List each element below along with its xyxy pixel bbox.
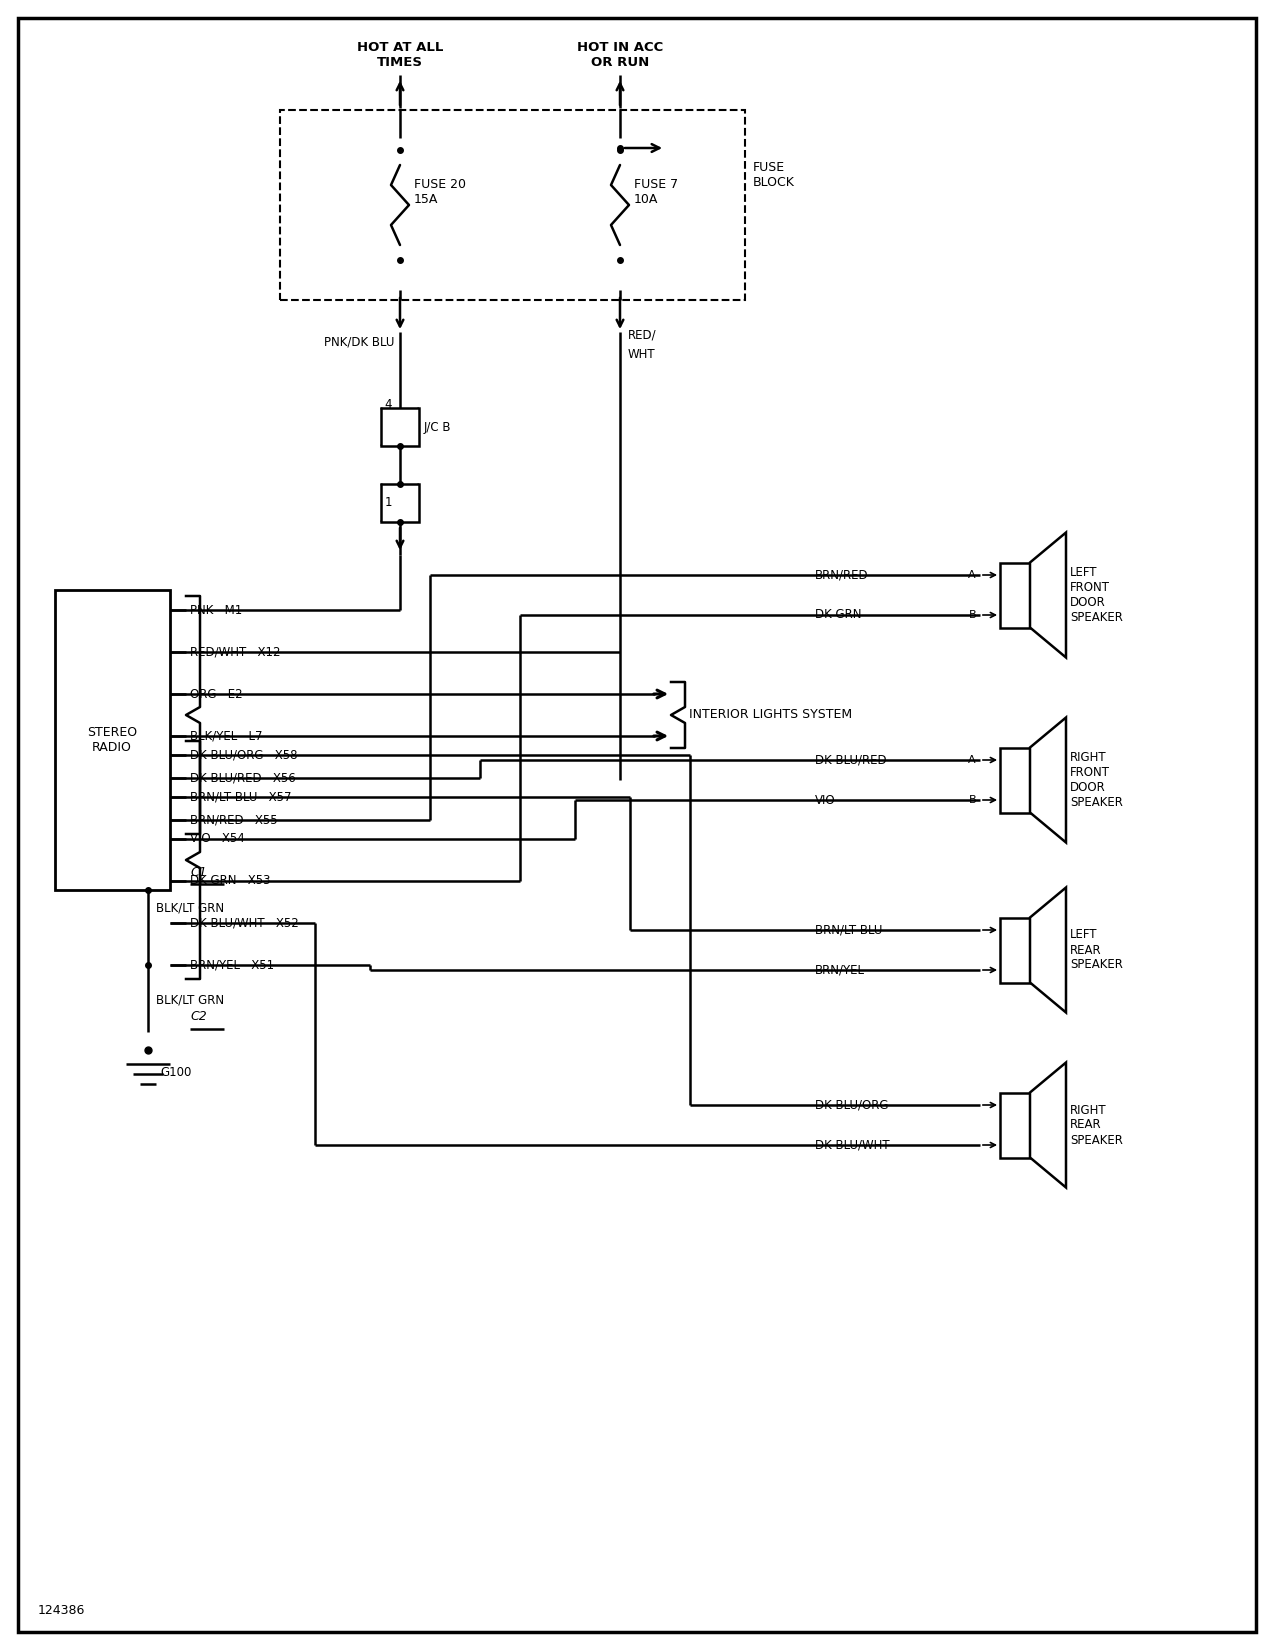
Text: DK BLU/RED   X56: DK BLU/RED X56	[190, 772, 296, 784]
Text: 4: 4	[385, 399, 391, 411]
Text: PNK   M1: PNK M1	[190, 604, 242, 617]
Bar	[1000, 747, 1030, 812]
Text: BLK/LT GRN: BLK/LT GRN	[156, 901, 224, 914]
Text: RED/: RED/	[629, 328, 657, 342]
Text: RIGHT
REAR
SPEAKER: RIGHT REAR SPEAKER	[1070, 1104, 1123, 1147]
Polygon shape	[1030, 1063, 1066, 1188]
Text: J/C B: J/C B	[425, 421, 451, 434]
Text: BRN/LT BLU: BRN/LT BLU	[815, 924, 882, 937]
Text: LEFT
REAR
SPEAKER: LEFT REAR SPEAKER	[1070, 929, 1123, 972]
Text: STEREO
RADIO: STEREO RADIO	[87, 726, 138, 754]
Text: BRN/LT BLU   X57: BRN/LT BLU X57	[190, 790, 292, 804]
Text: RED/WHT   X12: RED/WHT X12	[190, 645, 280, 658]
Polygon shape	[1030, 888, 1066, 1013]
Bar	[381, 483, 419, 521]
Text: FUSE 7
10A: FUSE 7 10A	[634, 178, 678, 206]
Text: WHT: WHT	[629, 348, 655, 361]
Text: DK BLU/ORG   X58: DK BLU/ORG X58	[190, 749, 297, 762]
Text: PNK/DK BLU: PNK/DK BLU	[324, 335, 394, 348]
Bar	[1000, 917, 1030, 982]
Text: 1: 1	[385, 497, 391, 510]
Bar	[1000, 563, 1030, 627]
Text: G100: G100	[159, 1066, 191, 1079]
Text: C1: C1	[190, 866, 207, 878]
Text: VIO   X54: VIO X54	[190, 833, 245, 845]
Polygon shape	[1030, 533, 1066, 657]
Text: BRN/RED: BRN/RED	[815, 569, 868, 581]
Text: 124386: 124386	[38, 1604, 85, 1617]
Text: BRN/YEL   X51: BRN/YEL X51	[190, 959, 274, 972]
Text: DK BLU/WHT: DK BLU/WHT	[815, 1138, 890, 1152]
Text: BRN/YEL: BRN/YEL	[815, 964, 864, 977]
Bar	[1000, 1092, 1030, 1158]
Text: HOT AT ALL
TIMES: HOT AT ALL TIMES	[357, 41, 444, 69]
Text: BLK/YEL   L7: BLK/YEL L7	[190, 729, 263, 742]
Bar	[381, 408, 419, 446]
Bar	[280, 111, 745, 300]
Text: LEFT
FRONT
DOOR
SPEAKER: LEFT FRONT DOOR SPEAKER	[1070, 566, 1123, 624]
Text: INTERIOR LIGHTS SYSTEM: INTERIOR LIGHTS SYSTEM	[688, 708, 852, 721]
Text: HOT IN ACC
OR RUN: HOT IN ACC OR RUN	[576, 41, 663, 69]
Text: DK BLU/ORG: DK BLU/ORG	[815, 1099, 889, 1112]
Text: BRN/RED   X55: BRN/RED X55	[190, 813, 278, 827]
Text: VIO: VIO	[815, 794, 835, 807]
Text: BLK/LT GRN: BLK/LT GRN	[156, 993, 224, 1006]
Bar	[55, 591, 170, 889]
Text: FUSE
BLOCK: FUSE BLOCK	[754, 162, 794, 190]
Text: C2: C2	[190, 1010, 207, 1023]
Text: DK BLU/RED: DK BLU/RED	[815, 754, 886, 767]
Text: DK BLU/WHT   X52: DK BLU/WHT X52	[190, 916, 298, 929]
Text: FUSE 20
15A: FUSE 20 15A	[414, 178, 465, 206]
Text: DK GRN   X53: DK GRN X53	[190, 874, 270, 888]
Text: A: A	[969, 756, 975, 766]
Text: ORG   E2: ORG E2	[190, 688, 242, 701]
Text: B: B	[969, 795, 975, 805]
Text: A: A	[969, 569, 975, 581]
Text: B: B	[969, 610, 975, 620]
Text: DK GRN: DK GRN	[815, 609, 862, 622]
Polygon shape	[1030, 718, 1066, 843]
Text: RIGHT
FRONT
DOOR
SPEAKER: RIGHT FRONT DOOR SPEAKER	[1070, 751, 1123, 808]
